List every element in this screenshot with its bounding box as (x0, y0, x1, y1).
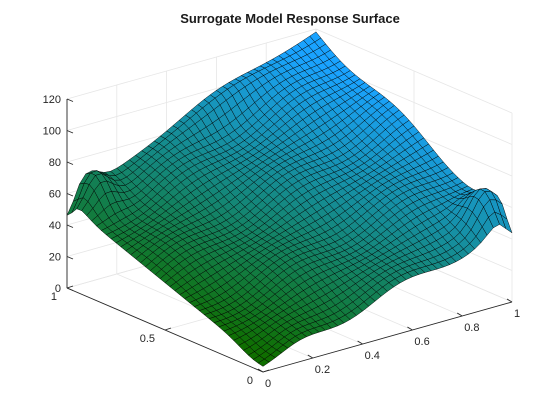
y-tick (164, 327, 172, 331)
x-tick-label: 0.2 (315, 364, 330, 376)
y-tick-label: 1 (51, 291, 57, 303)
surface-patch (257, 358, 270, 367)
y-tick-label: 0.5 (140, 333, 155, 345)
z-tick (66, 161, 74, 165)
z-tick (66, 98, 74, 102)
z-tick (66, 130, 74, 134)
x-axis-line (262, 301, 513, 373)
z-tick-label: 0 (55, 283, 61, 295)
surface-layer (66, 31, 513, 367)
x-tick-label: 0 (265, 378, 271, 390)
x-tick (506, 298, 513, 303)
chart-title: Surrogate Model Response Surface (180, 11, 400, 26)
x-tick (357, 340, 363, 345)
x-tick (307, 354, 314, 359)
z-tick-label: 100 (43, 126, 61, 138)
z-tick (66, 193, 74, 197)
x-tick-label: 0.6 (414, 336, 429, 348)
y-tick-label: 0 (247, 375, 253, 387)
z-tick-label: 60 (49, 189, 61, 201)
z-tick-label: 120 (43, 94, 61, 106)
z-tick-label: 40 (49, 220, 61, 232)
y-tick (66, 285, 74, 289)
z-tick (66, 256, 74, 260)
z-tick-label: 80 (49, 157, 61, 169)
z-tick (66, 224, 74, 228)
x-tick (456, 312, 463, 317)
x-tick-label: 0.4 (365, 350, 380, 362)
x-tick-label: 1 (514, 308, 520, 320)
x-tick (257, 368, 264, 373)
x-tick-label: 0.8 (464, 322, 479, 334)
x-tick (407, 326, 413, 331)
z-tick-label: 20 (49, 252, 61, 264)
